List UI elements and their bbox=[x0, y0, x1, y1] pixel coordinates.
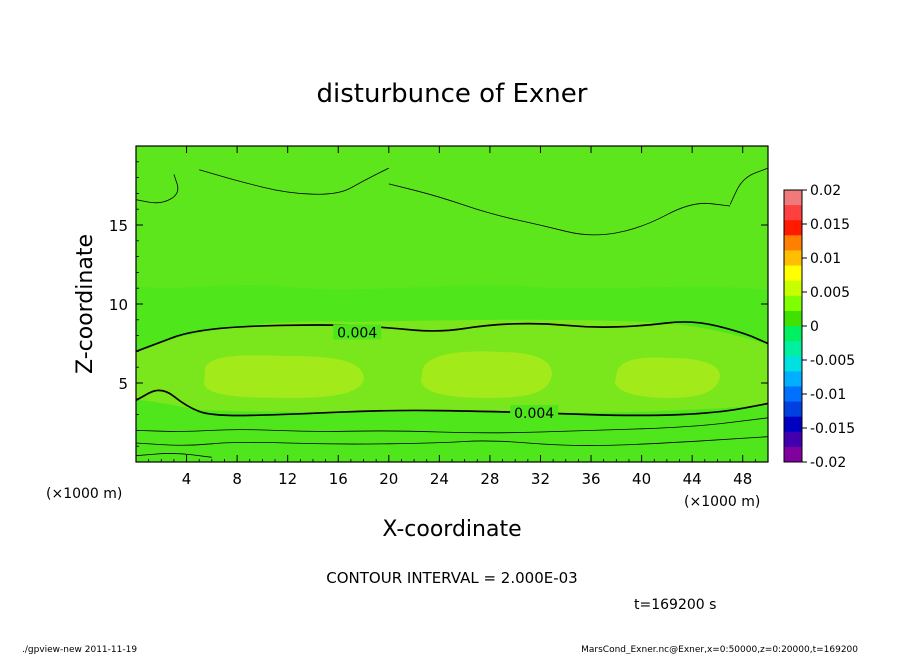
x-axis-ticks: 4 8 12 16 20 24 28 32 36 40 44 48 bbox=[148, 146, 756, 488]
y-axis-ticks: 5 10 15 bbox=[109, 161, 768, 447]
y-axis-label: Z-coordinate bbox=[73, 234, 98, 374]
x-tick-label: 48 bbox=[733, 470, 752, 488]
colorbar-swatch bbox=[784, 235, 802, 251]
colorbar-swatch bbox=[784, 190, 802, 206]
contour-line-9 bbox=[136, 174, 179, 204]
x-tick-label: 44 bbox=[683, 470, 702, 488]
colorbar-tick-label: 0.005 bbox=[810, 285, 850, 301]
y-axis-unit: (×1000 m) bbox=[46, 486, 122, 502]
contour-line-8 bbox=[729, 167, 768, 205]
colorbar-swatch bbox=[784, 446, 802, 463]
colorbar-swatch bbox=[784, 280, 802, 297]
contour-label-2: 0.004 bbox=[514, 406, 554, 422]
colorbar-swatch bbox=[784, 295, 802, 312]
contour-lines bbox=[136, 167, 768, 458]
colorbar-swatch bbox=[784, 310, 802, 327]
contour-line-4 bbox=[136, 436, 768, 446]
colorbar-swatch bbox=[784, 431, 802, 448]
colorbar-swatch bbox=[784, 356, 802, 372]
field-maximum-1 bbox=[204, 355, 364, 398]
x-axis-label: X-coordinate bbox=[382, 517, 521, 542]
colorbar-swatch bbox=[784, 250, 802, 267]
colorbar-swatch bbox=[784, 386, 802, 403]
x-tick-label: 8 bbox=[232, 470, 242, 488]
colorbar-swatch bbox=[784, 220, 802, 236]
chart-title: disturbunce of Exner bbox=[317, 79, 588, 109]
source-info: MarsCond_Exner.nc@Exner,x=0:50000,z=0:20… bbox=[581, 645, 858, 654]
field-maximum-2 bbox=[421, 351, 552, 398]
contour-line-3 bbox=[136, 417, 768, 434]
field-maxima bbox=[204, 351, 720, 398]
contour-line-2 bbox=[136, 389, 768, 417]
plot-area bbox=[136, 146, 768, 462]
colorbar-tick-label: 0.02 bbox=[810, 183, 841, 199]
contour-line-6 bbox=[199, 167, 389, 195]
contour-label-mask bbox=[333, 324, 382, 340]
colorbar-tick-label: -0.01 bbox=[810, 387, 846, 403]
colorbar-swatch bbox=[784, 371, 802, 387]
colorbar: 0.02 0.015 0.01 0.005 0 -0.005 -0.01 -0.015 -0.0… bbox=[783, 183, 855, 471]
y-tick-label: 10 bbox=[109, 296, 128, 314]
x-tick-label: 24 bbox=[430, 470, 449, 488]
colorbar-swatch bbox=[784, 326, 802, 342]
x-tick-label: 20 bbox=[379, 470, 398, 488]
contour-line-5 bbox=[136, 453, 212, 458]
contour-interval-note: CONTOUR INTERVAL = 2.000E-03 bbox=[326, 569, 577, 587]
contour-line-7 bbox=[388, 183, 731, 236]
colorbar-tick-label: 0.01 bbox=[810, 251, 841, 267]
program-info: ./gpview-new 2011-11-19 bbox=[22, 645, 137, 654]
colorbar-swatch bbox=[784, 265, 802, 282]
colorbar-swatch bbox=[784, 205, 802, 221]
colorbar-tick-label: 0 bbox=[810, 319, 819, 335]
colorbar-swatch bbox=[784, 416, 802, 433]
time-stamp: t=169200 s bbox=[634, 597, 716, 613]
x-tick-label: 40 bbox=[632, 470, 651, 488]
x-axis-unit: (×1000 m) bbox=[684, 494, 760, 510]
contour-label-1: 0.004 bbox=[337, 325, 377, 341]
colorbar-swatch bbox=[784, 341, 802, 357]
x-tick-label: 36 bbox=[581, 470, 600, 488]
x-tick-label: 16 bbox=[329, 470, 348, 488]
field-maximum-3 bbox=[615, 357, 720, 398]
colorbar-swatch bbox=[784, 401, 802, 418]
colorbar-tick-label: -0.02 bbox=[810, 455, 846, 471]
colorbar-tick-label: -0.015 bbox=[810, 421, 855, 437]
x-tick-label: 4 bbox=[182, 470, 192, 488]
x-tick-label: 12 bbox=[278, 470, 297, 488]
colorbar-tick-label: 0.015 bbox=[810, 217, 850, 233]
field-upper-band bbox=[136, 146, 768, 290]
contour-label-mask bbox=[510, 405, 559, 421]
y-tick-label: 5 bbox=[118, 375, 128, 393]
y-tick-label: 15 bbox=[109, 217, 128, 235]
x-tick-label: 32 bbox=[531, 470, 550, 488]
contour-labels: 0.004 0.004 bbox=[333, 324, 559, 422]
colorbar-tick-label: -0.005 bbox=[810, 353, 855, 369]
contour-line-1 bbox=[136, 321, 768, 353]
x-tick-label: 28 bbox=[480, 470, 499, 488]
